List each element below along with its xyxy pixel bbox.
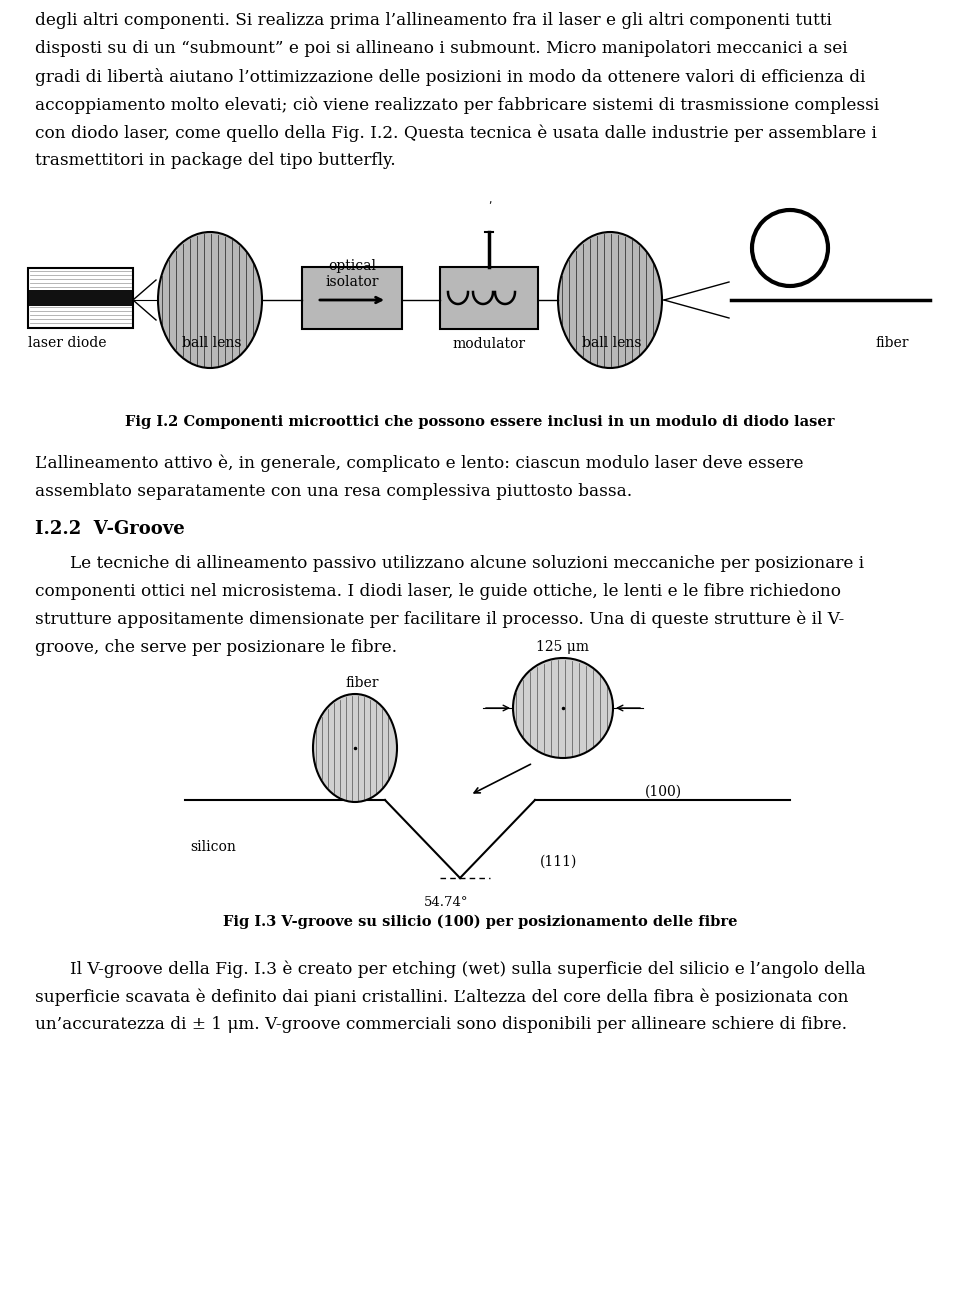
Bar (302, 267, 402, 329)
Text: Fig I.3 V-groove su silicio (100) per posizionamento delle fibre: Fig I.3 V-groove su silicio (100) per po… (223, 915, 737, 930)
Text: trasmettitori in package del tipo butterfly.: trasmettitori in package del tipo butter… (35, 152, 396, 169)
Text: ,: , (489, 195, 492, 205)
Ellipse shape (158, 232, 262, 368)
Text: 125 μm: 125 μm (537, 640, 589, 655)
Text: con diodo laser, come quello della Fig. I.2. Questa tecnica è usata dalle indust: con diodo laser, come quello della Fig. … (35, 124, 876, 142)
Text: (100): (100) (645, 785, 683, 799)
Text: superficie scavata è definito dai piani cristallini. L’altezza del core della fi: superficie scavata è definito dai piani … (35, 988, 849, 1006)
Text: un’accuratezza di ± 1 μm. V-groove commerciali sono disponibili per allineare sc: un’accuratezza di ± 1 μm. V-groove comme… (35, 1016, 847, 1033)
Bar (440, 267, 538, 329)
Bar (29, 290, 132, 306)
Text: disposti su di un “submount” e poi si allineano i submount. Micro manipolatori m: disposti su di un “submount” e poi si al… (35, 40, 848, 57)
Text: strutture appositamente dimensionate per facilitare il processo. Una di queste s: strutture appositamente dimensionate per… (35, 611, 844, 629)
Text: Le tecniche di allineamento passivo utilizzano alcune soluzioni meccaniche per p: Le tecniche di allineamento passivo util… (70, 555, 864, 572)
Text: 54.74°: 54.74° (424, 896, 468, 909)
Ellipse shape (558, 232, 662, 368)
Text: Fig I.2 Componenti microottici che possono essere inclusi in un modulo di diodo : Fig I.2 Componenti microottici che posso… (125, 414, 835, 429)
Text: ball lens: ball lens (582, 336, 641, 350)
Text: accoppiamento molto elevati; ciò viene realizzato per fabbricare sistemi di tras: accoppiamento molto elevati; ciò viene r… (35, 96, 879, 114)
Text: L’allineamento attivo è, in generale, complicato e lento: ciascun modulo laser d: L’allineamento attivo è, in generale, co… (35, 454, 804, 473)
Text: modulator: modulator (452, 337, 525, 351)
Ellipse shape (313, 695, 397, 802)
Text: laser diode: laser diode (28, 336, 107, 350)
Text: groove, che serve per posizionare le fibre.: groove, che serve per posizionare le fib… (35, 639, 397, 656)
Text: (111): (111) (540, 855, 577, 869)
Text: fiber: fiber (345, 676, 378, 689)
Text: Il V-groove della Fig. I.3 è creato per etching (wet) sulla superficie del silic: Il V-groove della Fig. I.3 è creato per … (70, 961, 866, 977)
Text: componenti ottici nel microsistema. I diodi laser, le guide ottiche, le lenti e : componenti ottici nel microsistema. I di… (35, 584, 841, 600)
Text: degli altri componenti. Si realizza prima l’allineamento fra il laser e gli altr: degli altri componenti. Si realizza prim… (35, 12, 832, 28)
Text: gradi di libertà aiutano l’ottimizzazione delle posizioni in modo da ottenere va: gradi di libertà aiutano l’ottimizzazion… (35, 68, 866, 86)
Text: I.2.2  V-Groove: I.2.2 V-Groove (35, 520, 184, 538)
Circle shape (513, 658, 613, 758)
Text: ball lens: ball lens (182, 336, 242, 350)
Bar (28, 269, 133, 328)
Text: assemblato separatamente con una resa complessiva piuttosto bassa.: assemblato separatamente con una resa co… (35, 483, 633, 500)
Text: silicon: silicon (190, 840, 236, 855)
Text: optical
isolator: optical isolator (325, 259, 379, 289)
Text: fiber: fiber (875, 336, 908, 350)
